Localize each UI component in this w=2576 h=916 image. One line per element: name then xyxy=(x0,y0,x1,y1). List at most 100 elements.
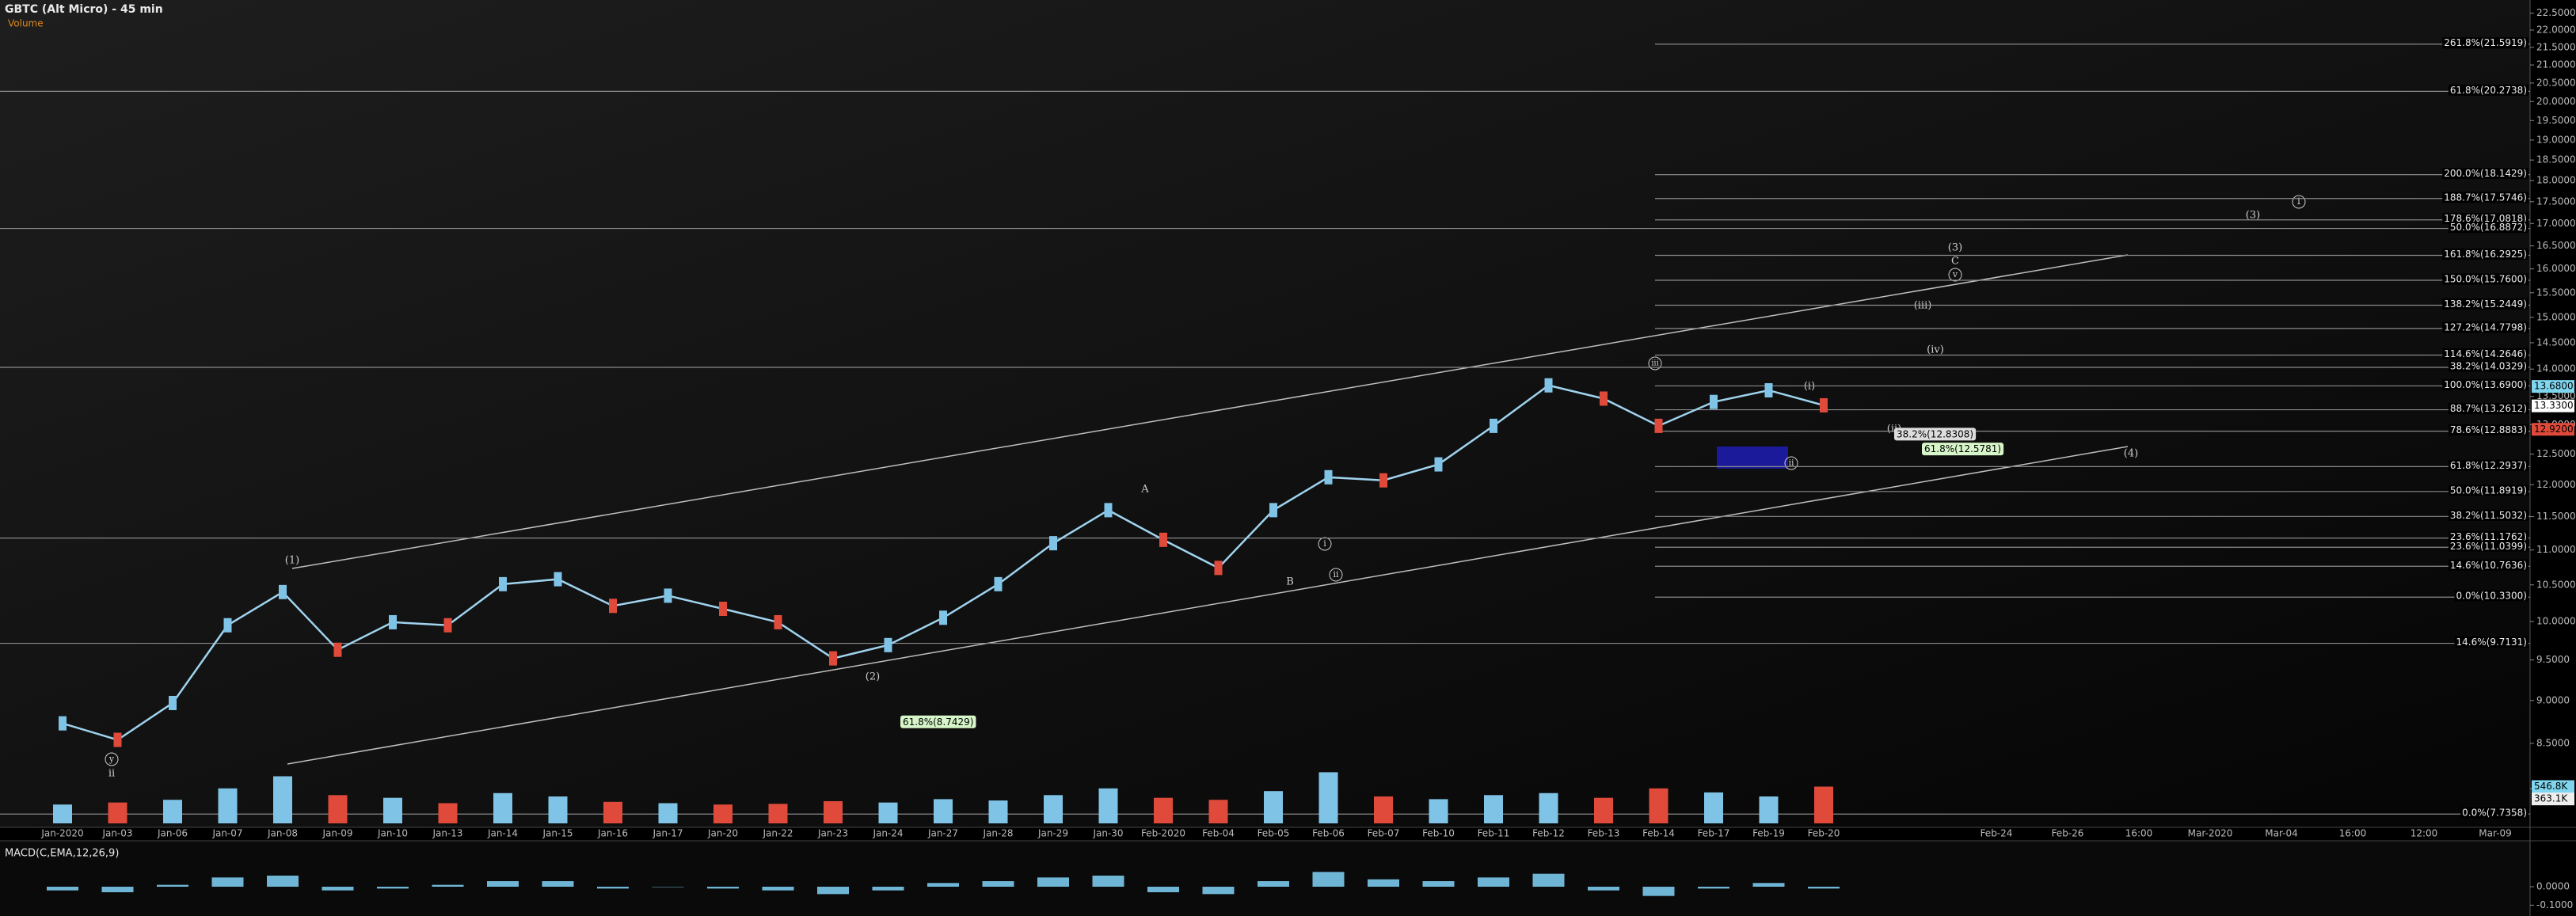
x-tick-label: Feb-20 xyxy=(1808,828,1840,839)
volume-bar xyxy=(53,804,72,823)
volume-bar xyxy=(1429,799,1448,823)
macd-bar xyxy=(1642,887,1675,896)
wave-label: (3) xyxy=(2246,210,2260,222)
y-tick-label: 16.5000 xyxy=(2536,240,2576,251)
y-tick-label: 11.5000 xyxy=(2536,511,2576,522)
y-tick-label: 15.0000 xyxy=(2536,311,2576,322)
macd-bar xyxy=(927,883,959,887)
fib-label: 100.0%(13.6900) xyxy=(2444,379,2527,390)
x-tick-label: Jan-08 xyxy=(267,828,298,839)
price-candle xyxy=(1710,394,1718,409)
x-tick-label: Jan-30 xyxy=(1092,828,1123,839)
fib-label-bg xyxy=(2442,249,2528,260)
y-tick-label: 17.0000 xyxy=(2536,218,2576,229)
price-candle xyxy=(609,599,617,614)
price-candle xyxy=(1379,473,1387,488)
price-candle xyxy=(1820,397,1828,412)
x-tick-label: Feb-2020 xyxy=(1141,828,1185,839)
price-candle xyxy=(554,572,562,587)
volume-bar xyxy=(548,796,568,823)
volume-bar xyxy=(713,804,732,823)
fib-label: 200.0%(18.1429) xyxy=(2444,168,2527,179)
chart-subtitle: Volume xyxy=(8,18,44,29)
price-label: 12.9200 xyxy=(2534,424,2574,435)
y-tick-label: 16.0000 xyxy=(2536,263,2576,274)
y-tick-label: 21.0000 xyxy=(2536,59,2576,70)
macd-bar xyxy=(1368,879,1399,887)
y-tick-label: 20.5000 xyxy=(2536,77,2576,88)
x-tick-label: Mar-04 xyxy=(2265,828,2297,839)
macd-bar xyxy=(1478,877,1509,887)
x-tick-label: Jan-2020 xyxy=(40,828,83,839)
macd-bar xyxy=(1588,887,1619,891)
macd-bar xyxy=(1092,876,1124,887)
y-tick-label: 10.0000 xyxy=(2536,615,2576,626)
price-candle xyxy=(169,695,177,710)
x-tick-label: Jan-14 xyxy=(487,828,518,839)
wave-label: (iv) xyxy=(1927,344,1944,356)
fib-label-bg xyxy=(2448,222,2528,234)
circled-label: 1 xyxy=(2296,196,2302,207)
x-tick-label: 16:00 xyxy=(2125,828,2153,839)
wave-label: A xyxy=(1140,484,1149,496)
x-tick-label: Feb-24 xyxy=(1981,828,2013,839)
volume-bar xyxy=(878,802,898,823)
fib-label: 178.6%(17.0818) xyxy=(2444,213,2527,224)
y-tick-label: 14.5000 xyxy=(2536,336,2576,348)
fib-label-bg xyxy=(2448,403,2528,415)
fib-label-bg xyxy=(2448,540,2528,552)
volume-bar xyxy=(273,776,292,823)
price-candle xyxy=(333,642,342,657)
x-tick-label: Jan-27 xyxy=(927,828,958,839)
box-label-bg xyxy=(1894,428,1977,441)
macd-bar xyxy=(377,887,409,889)
fib-label: 50.0%(11.8919) xyxy=(2450,485,2527,496)
box-label-bg xyxy=(1922,443,2004,456)
volume-bar xyxy=(1154,797,1173,823)
x-tick-label: Jan-09 xyxy=(322,828,352,839)
fib-label-bg xyxy=(2448,509,2528,521)
macd-bar xyxy=(322,887,354,891)
fib-label: 78.6%(12.8883) xyxy=(2450,424,2527,435)
macd-bar xyxy=(1808,887,1840,889)
x-tick-label: Jan-10 xyxy=(377,828,408,839)
price-candle xyxy=(994,576,1003,591)
fib-label-bg xyxy=(2442,37,2528,49)
volume-bar xyxy=(1484,795,1503,823)
x-tick-label: Feb-19 xyxy=(1752,828,1785,839)
fib-label-bg xyxy=(2460,807,2528,819)
price-label: 13.6800 xyxy=(2534,381,2574,392)
fib-label-bg xyxy=(2448,360,2528,372)
macd-bar xyxy=(817,887,849,895)
circled-label: i xyxy=(1323,538,1326,549)
volume-bar xyxy=(328,795,348,823)
price-candle xyxy=(719,602,727,617)
volume-bar xyxy=(218,788,238,823)
fib-label-bg xyxy=(2448,485,2528,496)
y-tick-label: 12.0000 xyxy=(2536,479,2576,490)
fib-label-bg xyxy=(2442,192,2528,203)
volume-bar xyxy=(108,802,127,823)
volume-bar xyxy=(988,800,1008,823)
price-candle xyxy=(1159,532,1167,547)
macd-tick-label: 0.0000 xyxy=(2536,881,2570,892)
y-tick-label: 20.0000 xyxy=(2536,96,2576,107)
volume-label: 546.8K xyxy=(2534,781,2568,792)
y-tick-label: 21.5000 xyxy=(2536,41,2576,52)
macd-bar xyxy=(432,884,464,887)
x-tick-label: Jan-03 xyxy=(101,828,132,839)
fib-label-bg xyxy=(2442,298,2528,310)
box-label: 61.8%(12.5781) xyxy=(1924,443,2001,454)
macd-bar xyxy=(542,881,574,887)
price-label: 13.3300 xyxy=(2534,400,2574,411)
price-candle xyxy=(829,651,837,666)
price-candle xyxy=(223,618,232,633)
x-tick-label: Feb-04 xyxy=(1202,828,1235,839)
fib-label-bg xyxy=(2442,273,2528,285)
wave-label: B xyxy=(1286,576,1294,588)
fib-label-bg xyxy=(2454,637,2528,648)
macd-tick-label: -0.1000 xyxy=(2536,899,2573,910)
fib-label-bg xyxy=(2448,531,2528,543)
fib-label-bg xyxy=(2442,378,2528,390)
